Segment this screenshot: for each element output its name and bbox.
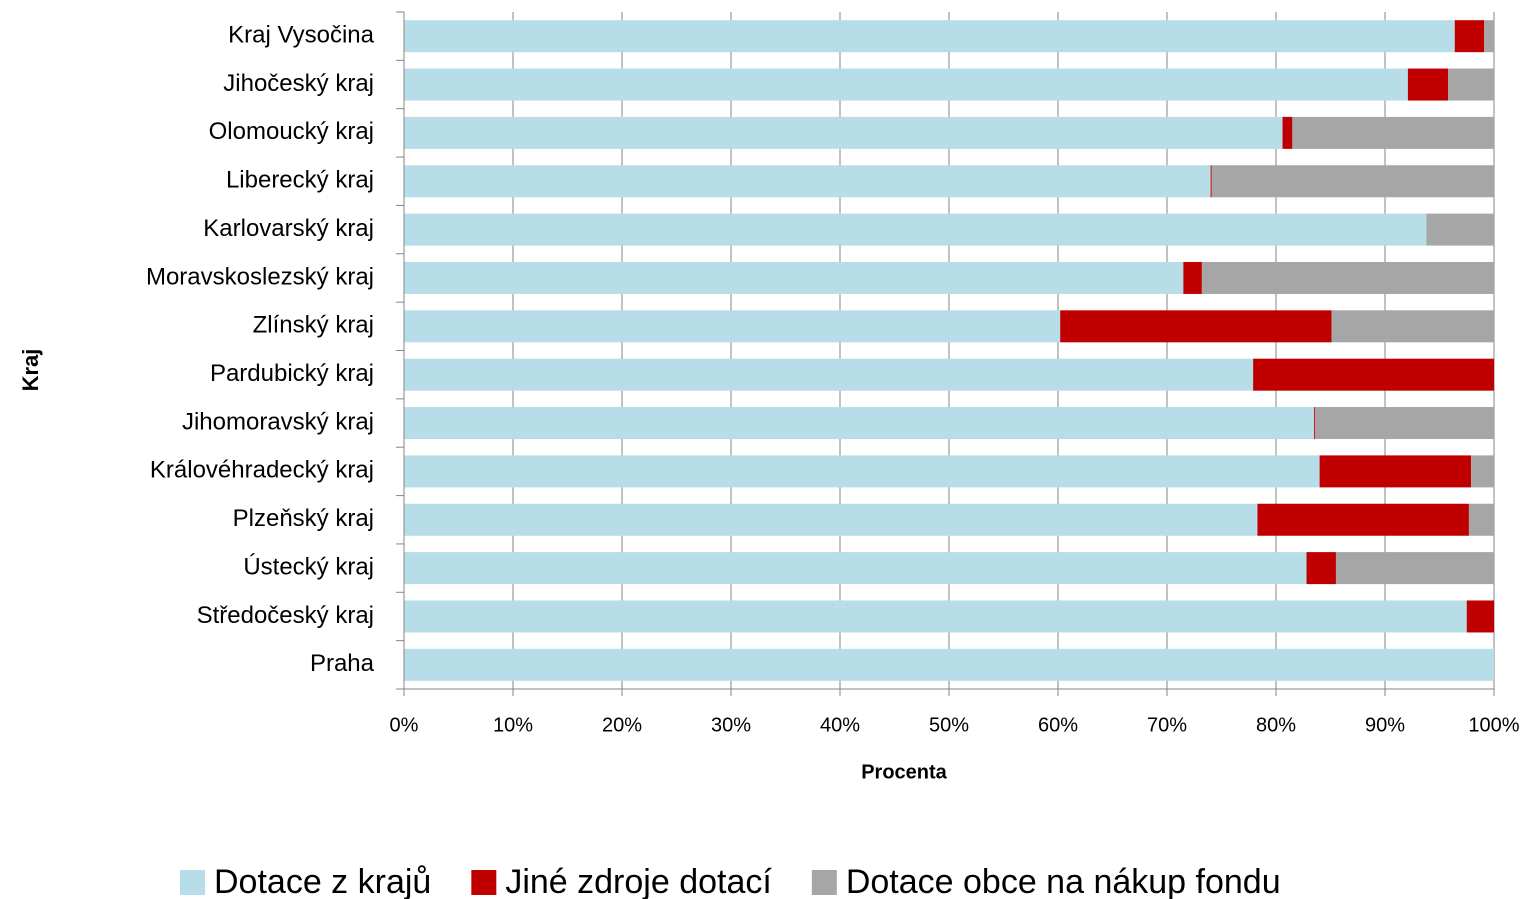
bar-segment <box>1211 165 1494 198</box>
y-tick-label: Středočeský kraj <box>197 602 374 629</box>
bar-segment <box>1468 503 1494 536</box>
bar-segment <box>1454 20 1485 53</box>
legend-label: Dotace obce na nákup fondu <box>846 863 1281 899</box>
bar-segment <box>404 116 1283 149</box>
x-tick-label: 80% <box>1256 714 1296 736</box>
y-tick-label: Jihočeský kraj <box>223 70 374 97</box>
bar-segment <box>1306 552 1336 585</box>
legend-swatch <box>811 870 837 895</box>
bar-segment <box>1335 552 1494 585</box>
bar-segment <box>1257 503 1469 536</box>
bar-segment <box>1060 310 1332 343</box>
bar-segment <box>404 261 1184 294</box>
y-tick-label: Plzeňský kraj <box>233 505 374 532</box>
bar-segment <box>404 503 1258 536</box>
x-tick-label: 20% <box>602 714 642 736</box>
y-tick-label: Kraj Vysočina <box>228 22 374 49</box>
bar-segment <box>1201 261 1494 294</box>
bar-segment <box>404 407 1315 440</box>
bar-segment <box>1253 358 1494 391</box>
legend-swatch <box>180 870 205 895</box>
bar-segment <box>404 455 1320 488</box>
x-tick-label: 90% <box>1365 714 1405 736</box>
y-tick-label: Moravskoslezský kraj <box>146 263 374 290</box>
legend-label: Jiné zdroje dotací <box>505 863 772 899</box>
x-tick-label: 40% <box>820 714 860 736</box>
bar-segment <box>1426 213 1494 246</box>
bar-segment <box>404 213 1427 246</box>
bar-segment <box>1466 600 1494 633</box>
y-tick-label: Liberecký kraj <box>226 167 374 194</box>
y-tick-label: Ústecký kraj <box>243 553 374 580</box>
bar-segment <box>1331 310 1494 343</box>
legend-swatch <box>471 870 497 895</box>
bar-segment <box>1407 68 1449 101</box>
y-tick-label: Olomoucký kraj <box>209 118 374 145</box>
bar-segment <box>404 165 1211 198</box>
y-tick-label: Praha <box>310 650 375 677</box>
bar-segment <box>1315 407 1494 440</box>
y-axis-label: Kraj <box>18 349 43 392</box>
bar-segment <box>404 20 1455 53</box>
y-tick-label: Královéhradecký kraj <box>150 457 374 484</box>
y-tick-label: Jihomoravský kraj <box>182 408 374 435</box>
bar-segment <box>1210 165 1212 198</box>
y-tick-label: Pardubický kraj <box>210 360 374 387</box>
bar-segment <box>1292 116 1494 149</box>
x-tick-label: 30% <box>711 714 751 736</box>
y-tick-label: Karlovarský kraj <box>203 215 374 242</box>
x-tick-label: 50% <box>929 714 969 736</box>
y-tick-label: Zlínský kraj <box>253 312 374 339</box>
bar-segment <box>404 68 1408 101</box>
bar-segment <box>404 648 1494 681</box>
bar-segment <box>1282 116 1293 149</box>
bar-segment <box>404 552 1307 585</box>
bar-segment <box>404 358 1254 391</box>
bar-segment <box>1314 407 1316 440</box>
x-tick-label: 10% <box>493 714 533 736</box>
bar-segment <box>1319 455 1472 488</box>
bar-segment <box>1484 20 1494 53</box>
x-tick-label: 100% <box>1468 714 1519 736</box>
x-tick-label: 60% <box>1038 714 1078 736</box>
x-axis-label: Procenta <box>861 761 947 783</box>
bar-segment <box>1471 455 1494 488</box>
legend-label: Dotace z krajů <box>214 863 431 899</box>
x-tick-label: 0% <box>390 714 419 736</box>
bar-segment <box>1448 68 1494 101</box>
bar-segment <box>404 310 1061 343</box>
x-tick-label: 70% <box>1147 714 1187 736</box>
bar-segment <box>404 600 1467 633</box>
bar-segment <box>1183 261 1202 294</box>
